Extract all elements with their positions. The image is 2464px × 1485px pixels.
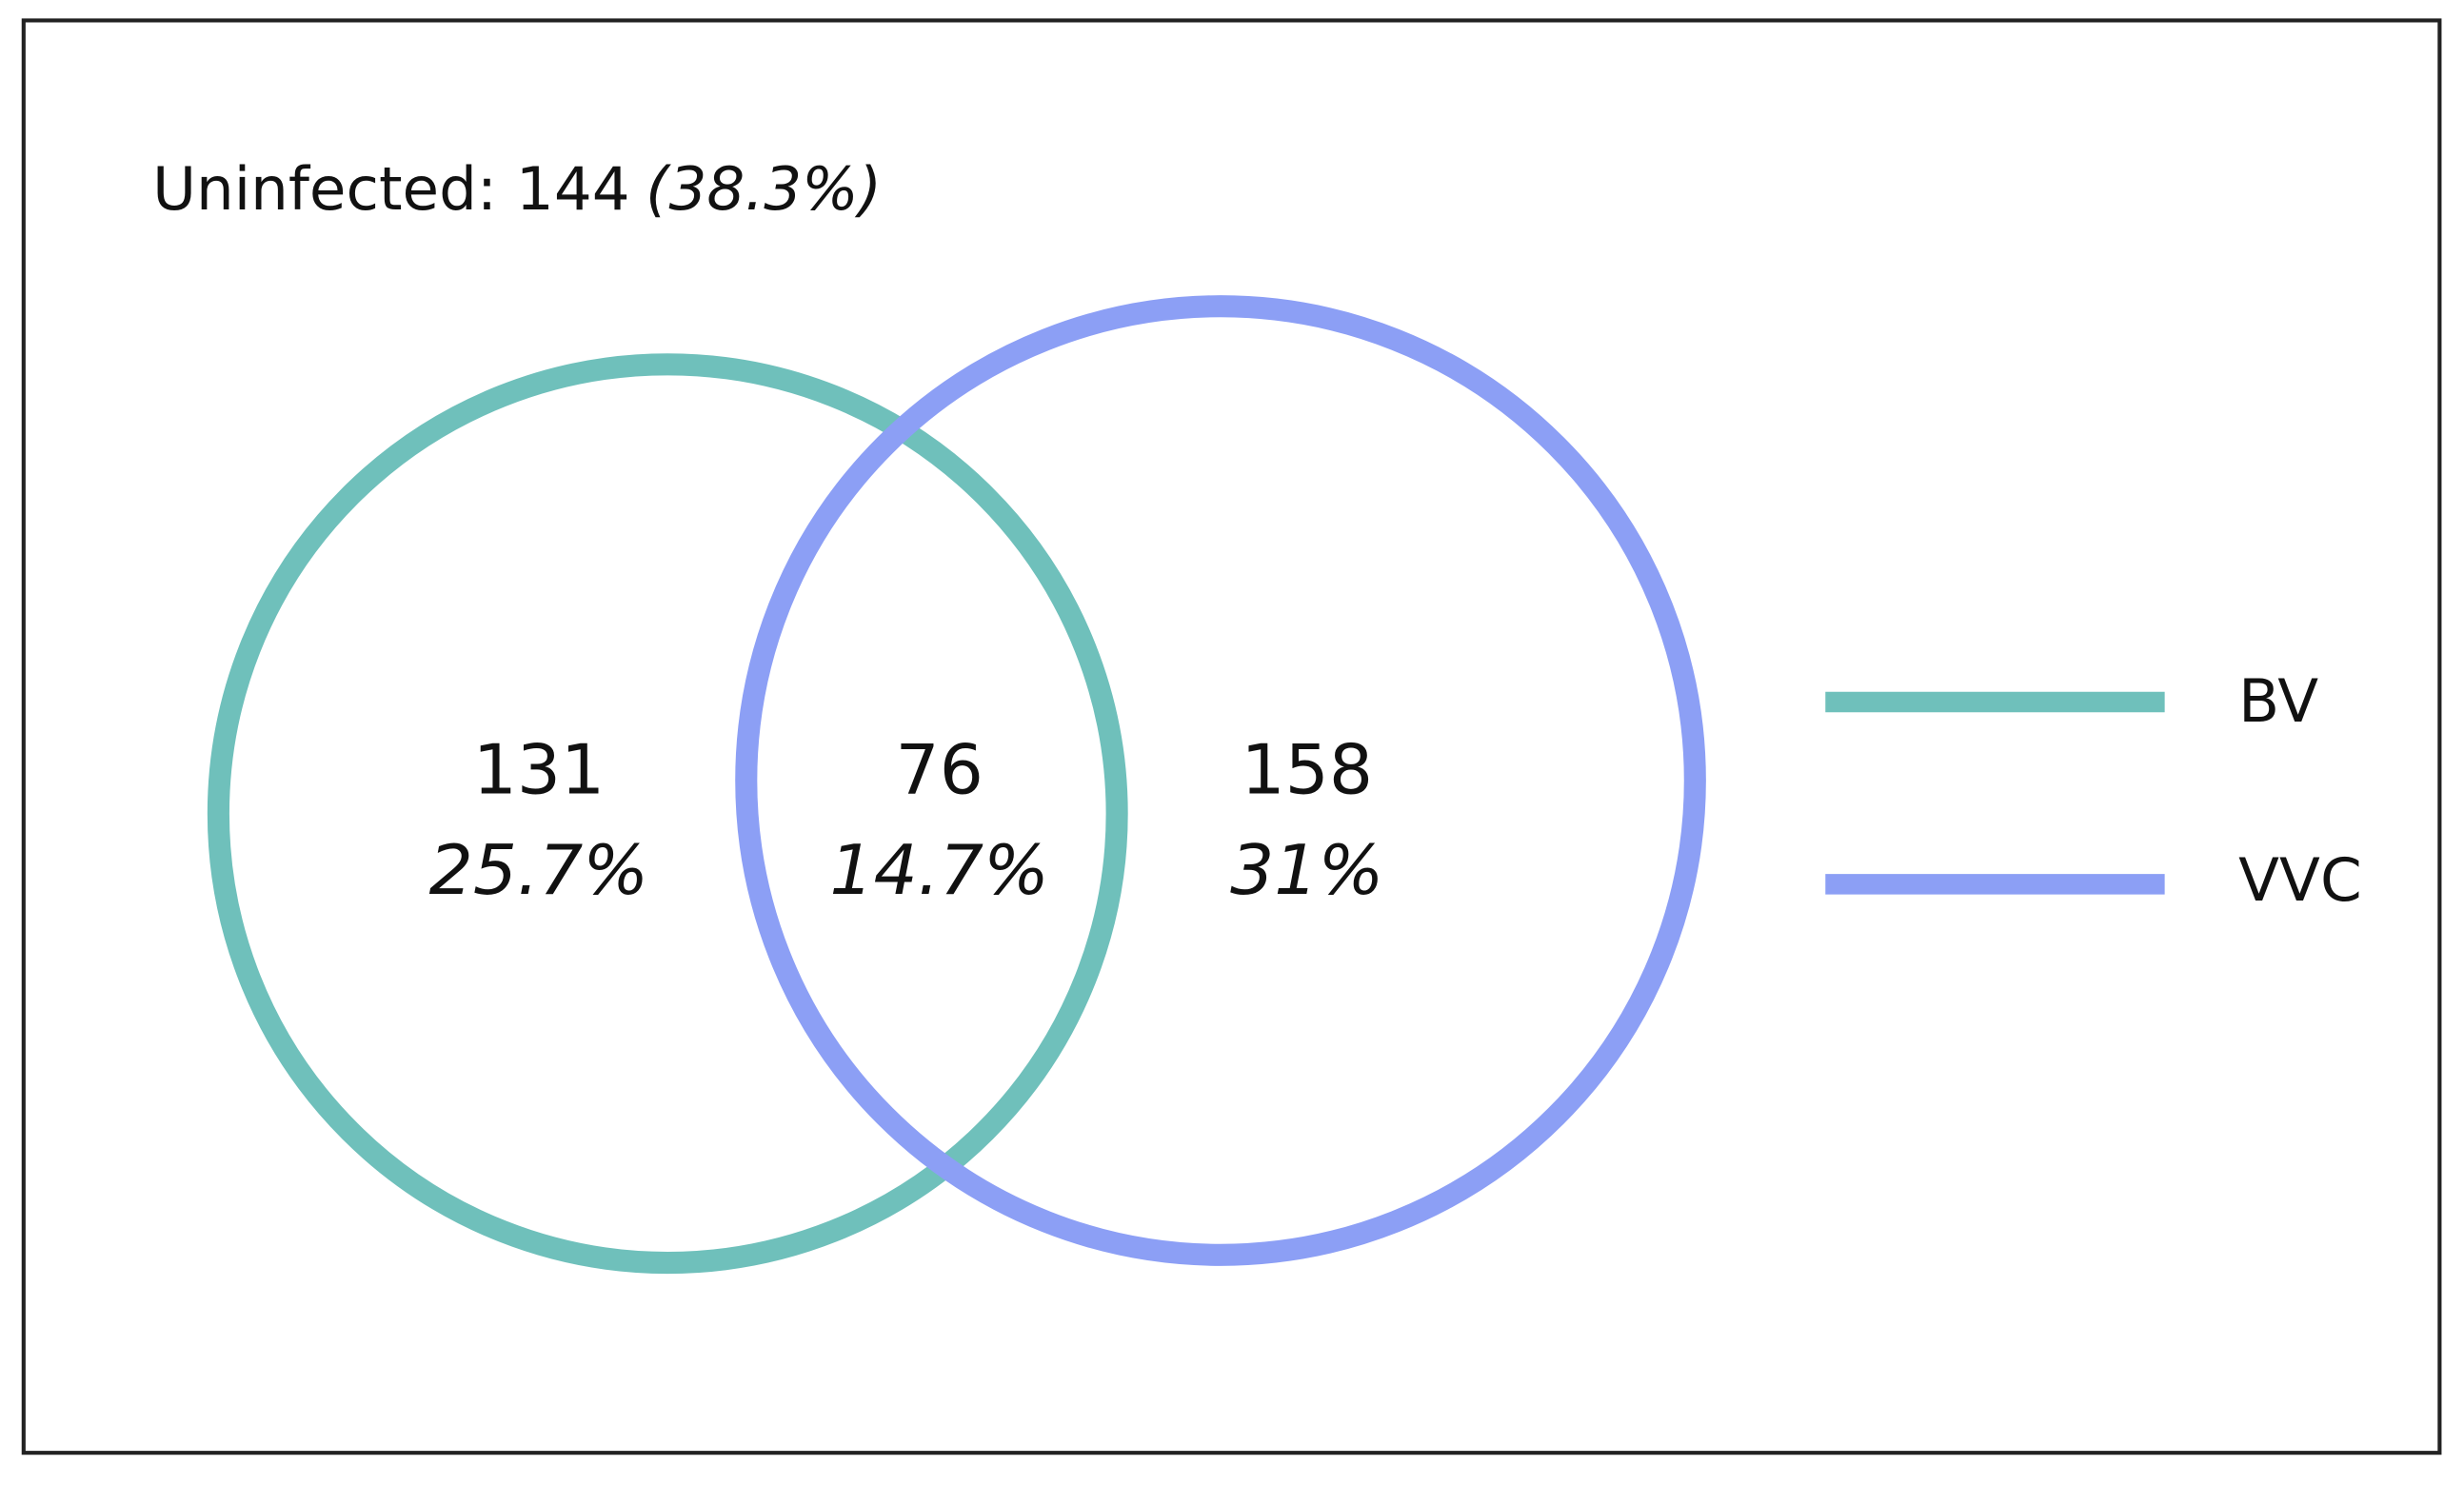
set-circle	[207, 353, 1128, 1275]
frame	[21, 18, 2442, 1455]
region-percent: 14.7%	[829, 831, 1049, 911]
legend-label: VVC	[2238, 845, 2362, 915]
annotation: Uninfected: 144 (38.3%)	[152, 154, 882, 224]
region-count: 76	[896, 730, 984, 810]
legend-label: BV	[2238, 666, 2318, 736]
annotation-label: Uninfected: 144	[152, 154, 629, 224]
region-percent: 25.7%	[429, 831, 649, 911]
region-percent: 31%	[1230, 831, 1383, 911]
annotation-percent: (38.3%)	[646, 154, 882, 224]
region-count: 131	[473, 730, 606, 810]
set-circle	[735, 295, 1706, 1266]
region-count: 158	[1242, 730, 1374, 810]
